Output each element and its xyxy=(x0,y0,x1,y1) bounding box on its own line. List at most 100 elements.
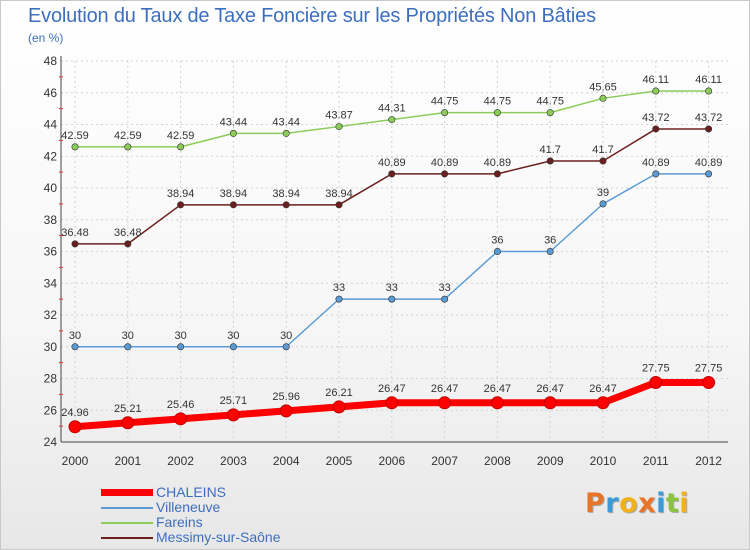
data-point xyxy=(702,375,716,389)
legend-swatch-messimy xyxy=(101,536,153,539)
y-tick-label: 42 xyxy=(44,149,58,163)
data-label: 36.48 xyxy=(114,227,142,239)
legend-label-fareins: Fareins xyxy=(156,514,203,530)
data-label: 42.59 xyxy=(61,130,89,142)
legend-swatch-chaleins xyxy=(101,489,153,496)
data-point xyxy=(652,87,660,95)
data-label: 42.59 xyxy=(114,130,142,142)
data-label: 25.46 xyxy=(167,399,195,411)
data-point xyxy=(121,416,135,430)
legend-item-chaleins: CHALEINS xyxy=(101,485,280,500)
data-point xyxy=(71,143,79,151)
data-point xyxy=(335,123,343,131)
data-point xyxy=(599,94,607,102)
data-label: 40.89 xyxy=(695,157,723,169)
data-label: 30 xyxy=(174,330,186,342)
data-point xyxy=(71,240,79,248)
data-label: 43.44 xyxy=(220,116,248,128)
data-label: 46.11 xyxy=(642,74,669,86)
data-label: 26.47 xyxy=(378,383,406,395)
data-label: 27.75 xyxy=(695,362,723,374)
logo-letter: t xyxy=(665,488,680,519)
data-point xyxy=(599,200,607,208)
data-point xyxy=(229,129,237,137)
data-label: 44.75 xyxy=(431,96,459,108)
data-label: 44.75 xyxy=(536,96,564,108)
data-label: 25.96 xyxy=(272,391,300,403)
data-label: 24.96 xyxy=(61,407,89,419)
data-point xyxy=(335,201,343,209)
data-point xyxy=(335,295,343,303)
data-label: 33 xyxy=(438,282,450,294)
data-label: 40.89 xyxy=(642,157,670,169)
data-label: 26.47 xyxy=(589,383,617,395)
data-point xyxy=(124,343,132,351)
data-label: 38.94 xyxy=(220,188,248,200)
data-point xyxy=(493,248,501,256)
data-point xyxy=(438,396,452,410)
data-label: 26.21 xyxy=(325,387,353,399)
data-point xyxy=(543,396,557,410)
data-point xyxy=(705,125,713,133)
data-point xyxy=(441,295,449,303)
x-tick-label: 2009 xyxy=(537,454,564,468)
data-label: 43.44 xyxy=(272,116,300,128)
chart-legend: CHALEINS Villeneuve Fareins Messimy-sur-… xyxy=(101,485,280,545)
data-point xyxy=(546,109,554,117)
data-point xyxy=(229,201,237,209)
data-point xyxy=(71,343,79,351)
data-point xyxy=(174,412,188,426)
data-label: 40.89 xyxy=(484,157,512,169)
legend-swatch-fareins xyxy=(101,521,153,524)
data-label: 30 xyxy=(280,330,292,342)
data-label: 26.47 xyxy=(431,383,459,395)
data-point xyxy=(124,240,132,248)
data-point xyxy=(493,109,501,117)
data-label: 36 xyxy=(491,235,503,247)
x-tick-label: 2005 xyxy=(326,454,353,468)
logo-letter: r xyxy=(605,488,620,519)
data-point xyxy=(546,157,554,165)
y-tick-label: 30 xyxy=(44,340,58,354)
data-label: 43.72 xyxy=(695,112,723,124)
x-tick-label: 2012 xyxy=(695,454,722,468)
data-point xyxy=(493,170,501,178)
data-point xyxy=(441,170,449,178)
data-label: 43.87 xyxy=(325,110,353,122)
data-label: 26.47 xyxy=(484,383,512,395)
data-label: 30 xyxy=(122,330,134,342)
data-label: 39 xyxy=(597,187,609,199)
legend-label-chaleins: CHALEINS xyxy=(156,484,227,500)
data-label: 42.59 xyxy=(167,130,195,142)
data-point xyxy=(441,109,449,117)
data-label: 40.89 xyxy=(431,157,459,169)
y-tick-label: 34 xyxy=(44,276,58,290)
data-point xyxy=(279,404,293,418)
logo-letter: x xyxy=(638,488,657,519)
y-tick-label: 28 xyxy=(44,372,58,386)
data-label: 44.31 xyxy=(378,103,406,115)
logo-letter: i xyxy=(656,488,666,519)
data-point xyxy=(546,248,554,256)
logo-letter: i xyxy=(679,488,690,519)
x-tick-label: 2010 xyxy=(590,454,617,468)
data-label: 38.94 xyxy=(272,188,300,200)
data-point xyxy=(332,400,346,414)
data-point xyxy=(177,143,185,151)
data-label: 38.94 xyxy=(325,188,353,200)
x-tick-label: 2000 xyxy=(62,454,89,468)
legend-item-messimy: Messimy-sur-Saône xyxy=(101,530,280,545)
legend-item-fareins: Fareins xyxy=(101,515,280,530)
y-tick-label: 44 xyxy=(44,118,58,132)
data-point xyxy=(705,170,713,178)
data-point xyxy=(282,343,290,351)
data-point xyxy=(68,420,82,434)
y-tick-label: 26 xyxy=(44,403,58,417)
x-tick-label: 2003 xyxy=(220,454,247,468)
y-tick-label: 36 xyxy=(44,245,58,259)
data-label: 27.75 xyxy=(642,362,670,374)
data-label: 25.71 xyxy=(220,395,248,407)
data-label: 36.48 xyxy=(61,227,89,239)
